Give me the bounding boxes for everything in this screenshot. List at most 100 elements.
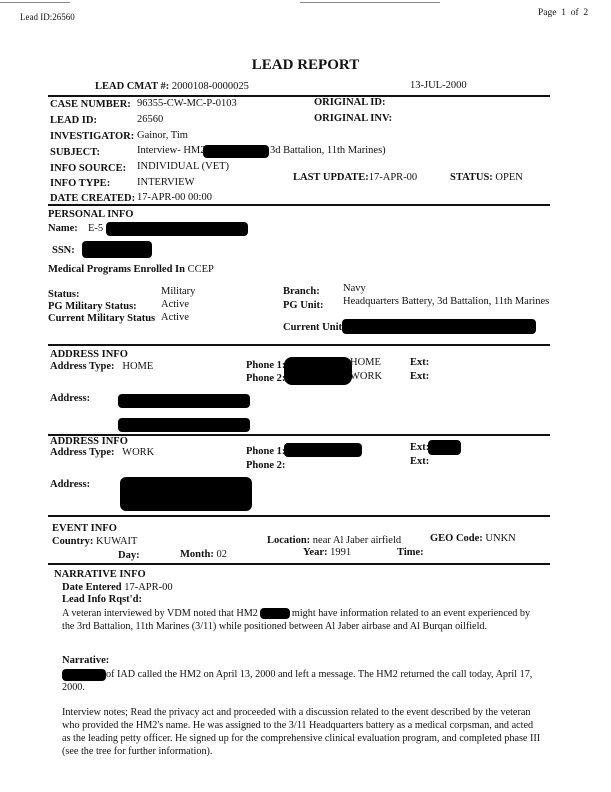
redaction	[428, 440, 461, 455]
divider	[48, 344, 550, 346]
time-label: Time:	[397, 547, 424, 558]
narrative-p1: of IAD called the HM2 on April 13, 2000 …	[62, 668, 542, 694]
redaction	[118, 418, 250, 432]
country-label: Country:	[52, 536, 94, 547]
case-number: 96355-CW-MC-P-0103	[137, 98, 237, 109]
ext1-label: Ext:	[410, 357, 430, 368]
lead-id-label: LEAD ID:	[50, 115, 97, 126]
cmat-value: 2000108-0000025	[171, 81, 249, 92]
info-source: INDIVIDUAL (VET)	[137, 161, 230, 172]
redaction	[82, 241, 152, 258]
phone2-type: WORK	[350, 371, 383, 382]
scan-edge	[0, 2, 70, 3]
report-date: 13-JUL-2000	[410, 80, 467, 91]
divider	[48, 204, 550, 206]
address1-type-label: Address Type:	[50, 361, 115, 372]
info-source-label: INFO SOURCE:	[50, 163, 127, 174]
ext2-label: Ext:	[410, 371, 430, 382]
branch-label: Branch:	[283, 286, 320, 297]
cmat-label: LEAD CMAT #:	[95, 81, 170, 92]
redaction	[342, 319, 536, 334]
info-type: INTERVIEW	[137, 177, 195, 188]
lead-info-pre: A veteran interviewed by VDM noted that …	[62, 608, 258, 619]
redaction	[203, 145, 269, 158]
original-inv-label: ORIGINAL INV:	[314, 113, 393, 124]
of-label: of	[570, 8, 579, 18]
pg-unit-label: PG Unit:	[283, 300, 324, 311]
ext2-label: Ext:	[410, 456, 430, 467]
country: KUWAIT	[96, 536, 138, 547]
last-update-label: LAST UPDATE:	[293, 172, 369, 183]
redaction	[259, 608, 290, 620]
address1-type: HOME	[122, 361, 154, 372]
geo-label: GEO Code:	[430, 533, 483, 544]
case-number-label: CASE NUMBER:	[50, 99, 131, 110]
scan-edge	[300, 2, 440, 3]
date-entered-label: Date Entered	[62, 582, 122, 593]
investigator-label: INVESTIGATOR:	[50, 131, 135, 142]
date-entered: 17-APR-00	[124, 582, 173, 593]
phone2-label: Phone 2:	[246, 373, 286, 384]
lead-info-label: Lead Info Rqst'd:	[62, 594, 142, 605]
investigator: Gainor, Tim	[137, 130, 188, 141]
address2-type-label: Address Type:	[50, 447, 115, 458]
lead-info-text: A veteran interviewed by VDM noted that …	[62, 607, 542, 633]
divider	[48, 434, 550, 436]
address1-label: Address:	[50, 393, 91, 404]
original-id-label: ORIGINAL ID:	[314, 97, 386, 108]
subject-post: 3d Battalion, 11th Marines)	[270, 145, 386, 156]
info-type-label: INFO TYPE:	[50, 178, 111, 189]
redaction	[284, 357, 352, 385]
date-created: 17-APR-00 00:00	[137, 192, 212, 203]
status-label: STATUS:	[450, 172, 493, 183]
address2-heading: ADDRESS INFO	[50, 436, 128, 447]
phone1-type: HOME	[350, 357, 381, 368]
narrative-label: Narrative:	[62, 655, 110, 666]
phone1-label: Phone 1:	[246, 446, 286, 457]
lead-info-post: might have information related to an eve…	[62, 608, 531, 632]
lead-cmat: LEAD CMAT #: 2000108-0000025	[95, 81, 249, 92]
divider	[48, 95, 550, 97]
branch-value: Navy	[343, 283, 366, 294]
current-status-value: Active	[161, 312, 189, 323]
geo-code: UNKN	[485, 533, 516, 544]
page-indicator: Page 1 of 2	[538, 8, 588, 18]
current-status-label: Current Military Status	[48, 313, 156, 324]
page-total: 2	[583, 8, 589, 18]
divider	[48, 563, 550, 565]
narrative-p2: Interview notes; Read the privacy act an…	[62, 707, 541, 757]
redaction	[284, 443, 362, 457]
status-badge: OPEN	[495, 172, 523, 183]
event-heading: EVENT INFO	[52, 523, 117, 534]
redaction	[120, 477, 252, 511]
divider	[48, 515, 550, 517]
year: 1991	[330, 547, 352, 558]
pg-unit-value: Headquarters Battery, 3d Battalion, 11th…	[343, 296, 550, 307]
address2-type: WORK	[122, 447, 155, 458]
subject-label: SUBJECT:	[50, 147, 100, 158]
page-label: Page	[538, 8, 557, 18]
medical-label: Medical Programs Enrolled In	[48, 264, 185, 275]
phone1-label: Phone 1:	[246, 360, 286, 371]
pg-status-value: Active	[161, 299, 189, 310]
address2-label: Address:	[50, 479, 91, 490]
personal-heading: PERSONAL INFO	[48, 209, 134, 220]
address1-heading: ADDRESS INFO	[50, 349, 128, 360]
redaction	[62, 668, 106, 681]
pg-status-label: PG Military Status:	[48, 301, 137, 312]
lead-id: 26560	[137, 114, 164, 125]
month: 02	[216, 549, 227, 560]
medical-programs: CCEP	[187, 264, 214, 275]
subject-pre: Interview- HM2	[137, 145, 206, 156]
status-value: Military	[161, 286, 196, 297]
name-label: Name:	[48, 223, 78, 234]
redaction	[118, 394, 250, 408]
ext1-label: Ext:	[410, 442, 430, 453]
header-lead-id: Lead ID:26560	[20, 12, 75, 22]
page-title: LEAD REPORT	[251, 57, 360, 73]
narrative-p1-text: of IAD called the HM2 on April 13, 2000 …	[62, 669, 533, 693]
month-label: Month:	[180, 549, 214, 560]
page-number: 1	[561, 8, 566, 18]
location: near Al Jaber airfield	[312, 535, 402, 546]
day-label: Day:	[118, 550, 140, 561]
